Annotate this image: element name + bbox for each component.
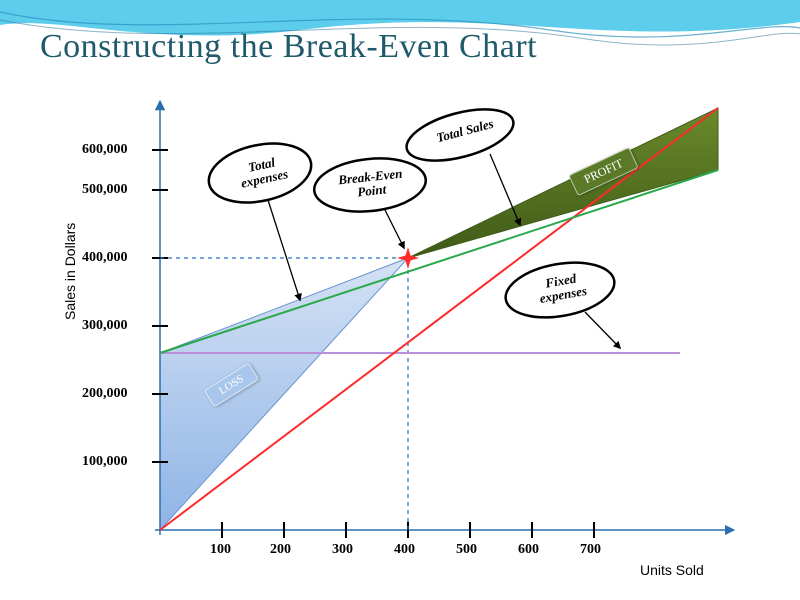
- break-even-chart: [0, 0, 800, 600]
- ytick-400000: 400,000: [82, 250, 128, 266]
- callout-break-even-line: Break-EvenPoint: [338, 166, 403, 199]
- arrow-break-even: [385, 210, 404, 248]
- ytick-100000: 100,000: [82, 454, 128, 470]
- xtick-500: 500: [456, 542, 477, 558]
- ytick-300000: 300,000: [82, 318, 128, 334]
- xtick-400: 400: [394, 542, 415, 558]
- xtick-600: 600: [518, 542, 539, 558]
- arrow-fixed-expenses: [585, 312, 620, 348]
- xtick-200: 200: [270, 542, 291, 558]
- arrow-total-expenses: [268, 200, 300, 300]
- xtick-700: 700: [580, 542, 601, 558]
- y-axis-label: Sales in Dollars: [62, 223, 78, 320]
- ytick-500000: 500,000: [82, 182, 128, 198]
- xtick-100: 100: [210, 542, 231, 558]
- ytick-200000: 200,000: [82, 386, 128, 402]
- loss-region: [160, 258, 408, 530]
- x-axis-label: Units Sold: [640, 562, 704, 578]
- xtick-300: 300: [332, 542, 353, 558]
- ytick-600000: 600,000: [82, 142, 128, 158]
